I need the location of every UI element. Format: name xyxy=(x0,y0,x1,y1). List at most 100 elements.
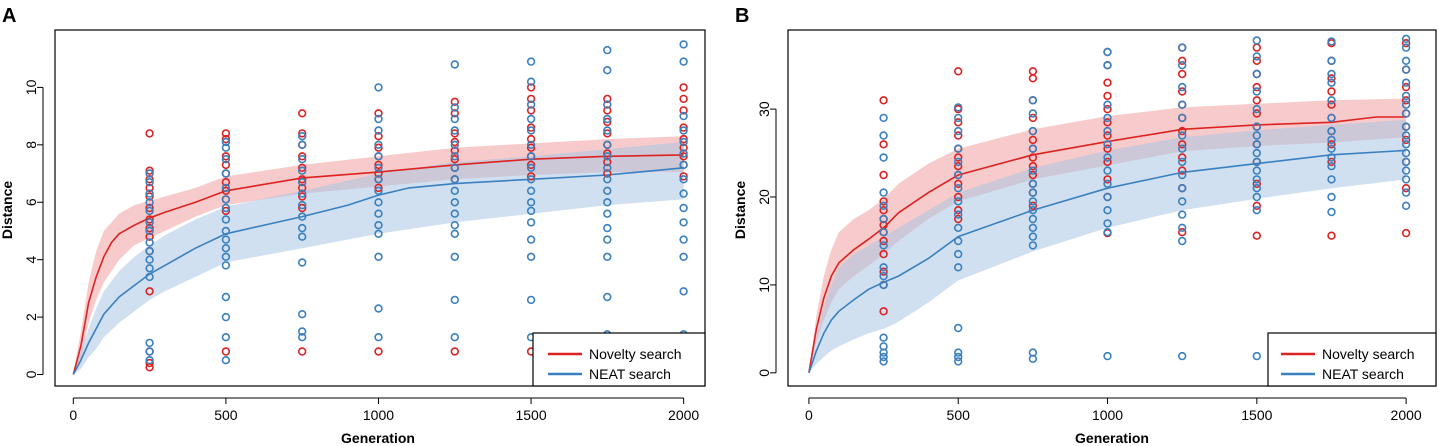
neat-point xyxy=(374,198,383,207)
neat-point xyxy=(679,149,688,158)
novelty-point xyxy=(1103,78,1112,87)
neat-point xyxy=(1327,175,1336,184)
neat-point xyxy=(879,131,888,140)
mean-lines xyxy=(808,116,1407,374)
novelty-point xyxy=(679,143,688,152)
neat-point xyxy=(526,114,536,124)
neat-point xyxy=(879,241,888,250)
neat-point xyxy=(1327,207,1336,217)
novelty-point xyxy=(1401,82,1411,92)
neat-point xyxy=(679,40,688,49)
neat-point xyxy=(450,229,459,239)
neat-point xyxy=(1028,144,1038,153)
novelty-point xyxy=(679,172,688,181)
legend-label-novelty: Novelty search xyxy=(1322,346,1415,362)
neat-point xyxy=(145,189,154,198)
novelty-point xyxy=(603,129,612,138)
novelty-point xyxy=(679,94,688,104)
neat-point xyxy=(1028,166,1038,175)
neat-point xyxy=(221,183,231,193)
neat-point xyxy=(603,175,612,184)
novelty-point xyxy=(1401,184,1411,193)
neat-point xyxy=(298,223,307,233)
neat-point xyxy=(221,137,231,147)
neat-point xyxy=(450,103,459,112)
neat-point xyxy=(1028,126,1038,136)
novelty-point xyxy=(603,169,612,178)
neat-point xyxy=(679,203,688,213)
neat-point xyxy=(298,212,307,221)
neat-point xyxy=(679,160,688,170)
novelty-point xyxy=(526,106,536,115)
neat-point xyxy=(450,163,459,173)
neat-point xyxy=(1327,96,1336,105)
neat-point xyxy=(1252,69,1262,79)
novelty-point xyxy=(145,358,154,368)
y-tick-label: 30 xyxy=(756,101,772,117)
neat-point xyxy=(953,263,963,272)
novelty-point xyxy=(1252,201,1262,211)
legend-box xyxy=(532,332,706,387)
neat-point xyxy=(1103,153,1112,162)
neat-point xyxy=(374,252,383,261)
neat-point xyxy=(450,209,459,218)
novelty-point xyxy=(221,152,231,161)
neat-point xyxy=(879,113,888,123)
neat-point xyxy=(1401,109,1411,118)
novelty-point xyxy=(526,94,536,104)
legend: Novelty search NEAT search xyxy=(532,332,706,387)
neat-point xyxy=(953,210,963,219)
novelty-point xyxy=(1252,96,1262,105)
neat-point xyxy=(1103,100,1112,109)
neat-point xyxy=(1327,135,1336,145)
neat-point xyxy=(145,255,154,264)
neat-point xyxy=(1103,179,1112,189)
novelty-point xyxy=(298,175,307,184)
neat-point xyxy=(1252,52,1262,61)
neat-point xyxy=(1028,206,1038,215)
neat-point xyxy=(1177,144,1187,153)
neat-point xyxy=(679,252,688,261)
novelty-point xyxy=(603,106,612,115)
neat-point xyxy=(1028,223,1038,233)
neat-point xyxy=(1327,162,1336,171)
neat-point xyxy=(879,357,888,366)
legend-label-neat: NEAT search xyxy=(1322,366,1404,382)
novelty-point xyxy=(1103,118,1112,127)
novelty-point xyxy=(526,143,536,152)
novelty-point xyxy=(1252,56,1262,65)
novelty-point xyxy=(450,129,459,138)
novelty-point xyxy=(374,109,383,118)
neat-point xyxy=(1327,192,1336,202)
novelty-point xyxy=(1177,87,1187,96)
neat-point xyxy=(374,221,383,230)
neat-point xyxy=(1177,157,1187,167)
neat-point xyxy=(953,184,963,193)
x-tick-label: 500 xyxy=(214,407,238,423)
plot-frame xyxy=(787,29,1437,387)
neat-point xyxy=(1327,144,1336,153)
neat-point xyxy=(145,338,154,348)
neat-point xyxy=(374,152,383,161)
neat-point xyxy=(1252,192,1262,202)
neat-point xyxy=(603,252,612,261)
neat-point xyxy=(679,111,688,121)
neat-point xyxy=(221,333,231,342)
neat-point xyxy=(879,352,888,362)
neat-point xyxy=(1401,100,1411,109)
panel-letter: B xyxy=(735,5,749,27)
neat-point xyxy=(1103,140,1112,149)
neat-point xyxy=(1401,122,1411,131)
novelty-point xyxy=(145,129,154,138)
neat-point xyxy=(298,166,307,175)
neat-point xyxy=(298,178,307,187)
neat-point xyxy=(1177,170,1187,180)
neat-point xyxy=(1401,43,1411,52)
neat-point xyxy=(450,198,459,207)
novelty-point xyxy=(953,162,963,171)
neat-point xyxy=(298,200,307,210)
legend-label-novelty: Novelty search xyxy=(589,346,682,362)
neat-point xyxy=(1327,78,1336,87)
neat-point xyxy=(1252,206,1262,215)
novelty-point xyxy=(953,214,963,224)
